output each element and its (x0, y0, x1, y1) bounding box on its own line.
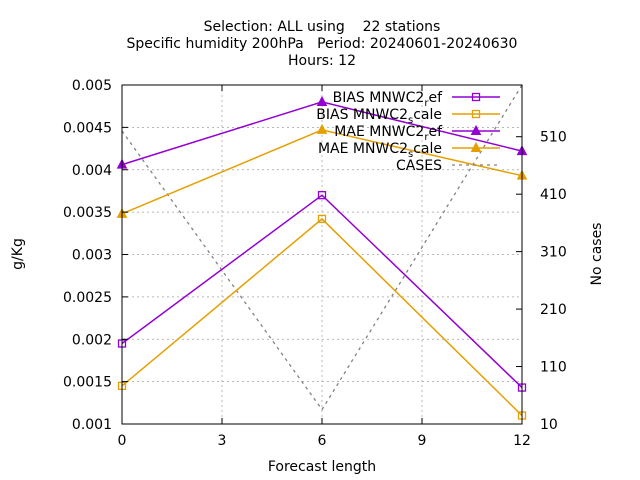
y2-tick-label: 210 (540, 302, 567, 318)
legend-label: MAE MNWC2ref (334, 124, 443, 143)
series-5 (121, 84, 523, 411)
legend-label: MAE MNWC2scale (318, 141, 442, 160)
x-tick-label: 9 (418, 433, 427, 449)
y2-tick-label: 510 (540, 130, 567, 146)
y-tick-label: 0.005 (72, 78, 112, 94)
legend-marker (470, 141, 482, 152)
data-point (317, 214, 327, 224)
y-tick-label: 0.004 (72, 163, 112, 179)
y-tick-label: 0.0035 (63, 205, 112, 221)
y2-tick-label: 10 (540, 417, 558, 433)
y2-axis-label: No cases (589, 223, 605, 286)
title-line: Hours: 12 (288, 53, 356, 69)
x-tick-label: 12 (513, 433, 531, 449)
x-tick-label: 0 (118, 433, 127, 449)
series-line (121, 84, 523, 411)
y-tick-label: 0.0015 (63, 375, 112, 391)
legend-label: BIAS MNWC2ref (333, 90, 443, 109)
y2-tick-label: 310 (540, 245, 567, 261)
y-axis-label: g/Kg (10, 238, 26, 270)
legend-entry: MAE MNWC2ref (334, 124, 500, 143)
data-point (316, 95, 328, 106)
data-point (317, 191, 327, 200)
y-tick-label: 0.003 (72, 248, 112, 264)
series-line (121, 217, 523, 417)
data-point (316, 123, 328, 134)
legend-entry: CASES (396, 158, 500, 174)
legend-label: BIAS MNWC2scale (316, 107, 442, 126)
x-tick-label: 3 (218, 433, 227, 449)
legend-entry: MAE MNWC2scale (318, 141, 500, 160)
cases-layer (121, 84, 523, 411)
axis-ticks: 0.001 0.0015 0.002 0.0025 0.003 0.0035 0.004 0.… (63, 78, 567, 449)
legend-label: CASES (396, 158, 442, 174)
x-axis-label: Forecast length (268, 459, 376, 475)
legend-entry: BIAS MNWC2scale (316, 107, 500, 126)
legend-marker (470, 124, 482, 135)
legend-entry: BIAS MNWC2ref (333, 90, 500, 109)
y-tick-label: 0.0045 (63, 120, 112, 136)
y-tick-label: 0.001 (72, 417, 112, 433)
legend-marker (471, 92, 481, 102)
y-tick-label: 0.0025 (63, 290, 112, 306)
y2-tick-label: 410 (540, 187, 567, 203)
title-line: Specific humidity 200hPa Period: 2024060… (127, 36, 518, 52)
title-line: Selection: ALL using 22 stations (204, 19, 441, 35)
legend-marker (471, 109, 481, 119)
series-line (121, 194, 523, 389)
chart-title: Selection: ALL using 22 stationsSpecific… (127, 19, 518, 69)
y2-tick-label: 110 (540, 360, 567, 376)
y-tick-label: 0.002 (72, 332, 112, 348)
x-tick-label: 6 (318, 433, 327, 449)
